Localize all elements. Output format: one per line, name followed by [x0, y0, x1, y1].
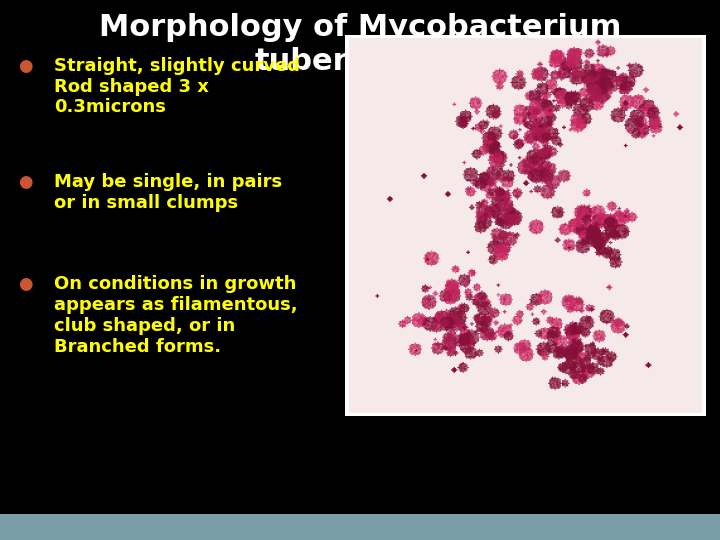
Text: ●: ●	[18, 173, 32, 191]
Text: ●: ●	[18, 275, 32, 293]
Text: ●: ●	[18, 57, 32, 75]
Text: Morphology of Mycobacterium
tuberculosis: Morphology of Mycobacterium tuberculosis	[99, 14, 621, 76]
Text: Straight, slightly curved
Rod shaped 3 x
0.3microns: Straight, slightly curved Rod shaped 3 x…	[54, 57, 300, 116]
Text: On conditions in growth
appears as filamentous,
club shaped, or in
Branched form: On conditions in growth appears as filam…	[54, 275, 297, 356]
FancyBboxPatch shape	[0, 514, 720, 540]
FancyBboxPatch shape	[345, 35, 706, 416]
Text: May be single, in pairs
or in small clumps: May be single, in pairs or in small clum…	[54, 173, 282, 212]
